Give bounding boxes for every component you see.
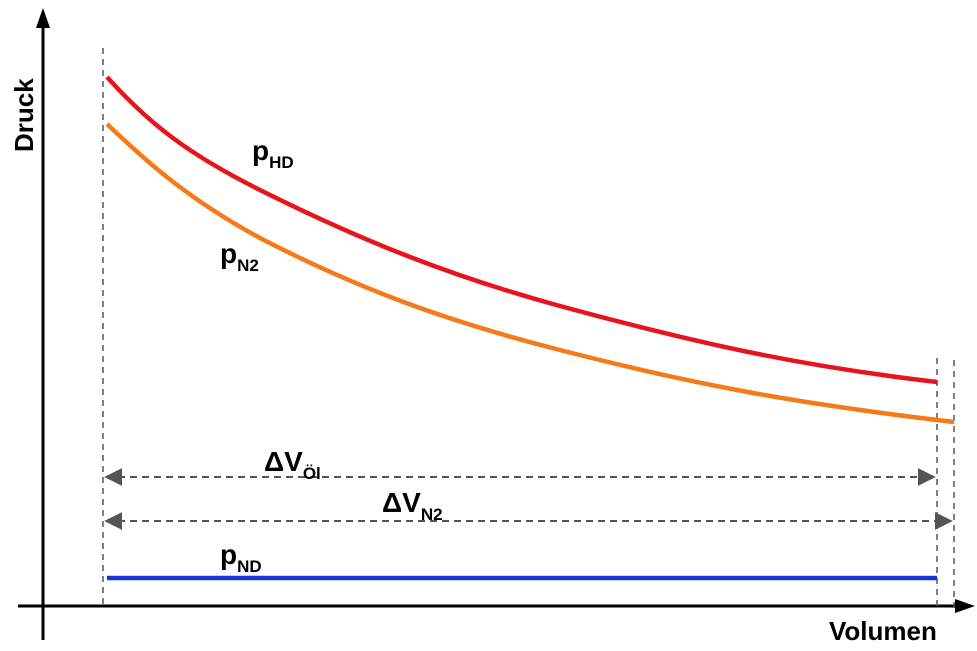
label-p-hd: pHD bbox=[252, 135, 294, 172]
label-dv-oil: ΔVÖl bbox=[264, 446, 321, 483]
y-axis-arrow-icon bbox=[36, 8, 50, 28]
curve-p-hd bbox=[105, 75, 938, 385]
curve-p-n2 bbox=[105, 122, 955, 425]
reference-lines bbox=[102, 48, 955, 608]
axes bbox=[18, 8, 975, 640]
y-axis-label: Druck bbox=[9, 78, 39, 152]
label-p-nd: pND bbox=[220, 539, 262, 576]
label-dv-n2: ΔVN2 bbox=[382, 487, 443, 524]
x-axis-arrow-icon bbox=[955, 599, 975, 613]
x-axis-label: Volumen bbox=[829, 616, 937, 646]
label-p-n2: pN2 bbox=[220, 238, 259, 275]
